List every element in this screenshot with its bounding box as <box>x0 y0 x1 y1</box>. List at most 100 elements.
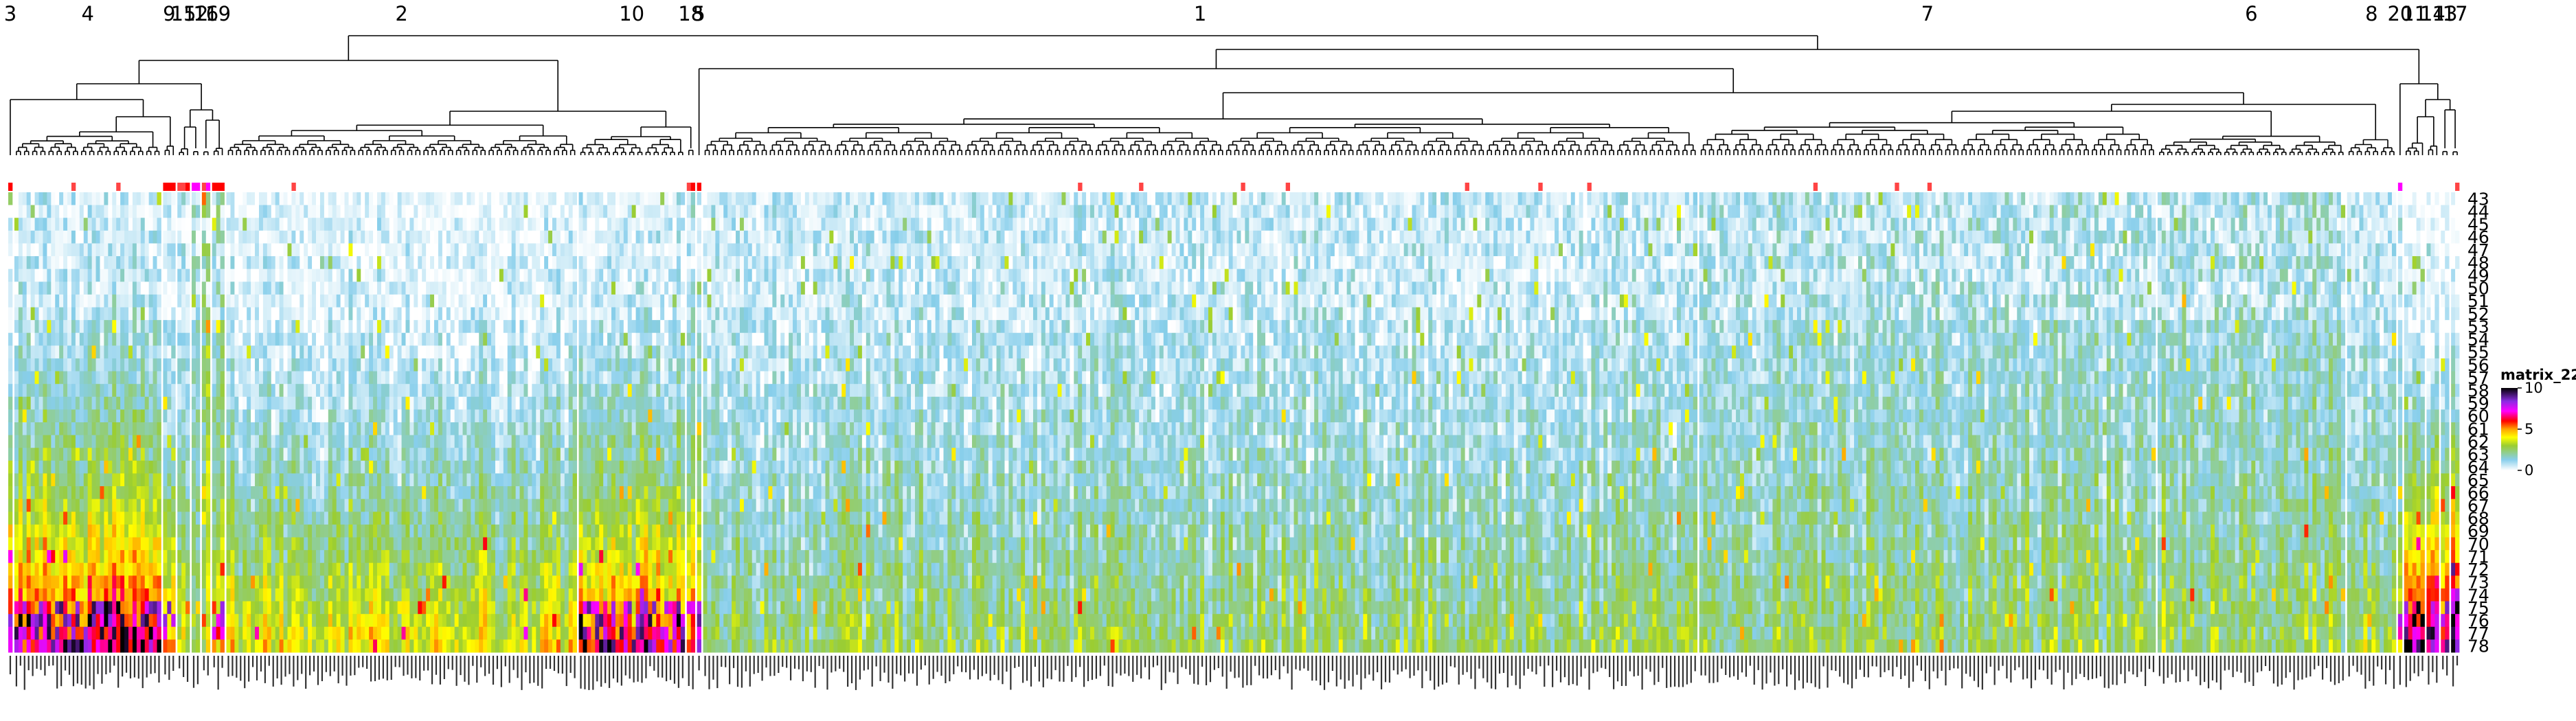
heatmap-cell <box>332 448 337 461</box>
heatmap-cell <box>30 473 35 487</box>
heatmap-cell <box>295 345 300 359</box>
heatmap-cell <box>312 282 317 295</box>
heatmap-cell <box>67 332 72 346</box>
heatmap-cell <box>251 243 256 257</box>
heatmap-cell <box>328 243 333 257</box>
heatmap-cell <box>340 282 345 295</box>
heatmap-cell <box>348 448 353 461</box>
heatmap-cell <box>283 409 288 423</box>
heatmap-cell <box>212 409 217 423</box>
heatmap-cell <box>87 537 93 551</box>
heatmap-cell <box>157 626 161 640</box>
heatmap-cell <box>140 396 146 410</box>
heatmap-cell <box>8 282 13 295</box>
heatmap-cell <box>300 460 304 474</box>
heatmap-cell <box>324 614 329 628</box>
heatmap-cell <box>230 626 235 640</box>
heatmap-cell <box>185 601 190 615</box>
heatmap-cell <box>55 409 60 423</box>
heatmap-cell <box>340 537 345 551</box>
heatmap-cell <box>238 562 243 576</box>
heatmap-cell <box>234 243 239 257</box>
heatmap-cell <box>148 460 153 474</box>
heatmap-cell <box>271 422 276 436</box>
heatmap-cell <box>340 205 345 218</box>
heatmap-cell <box>95 460 100 474</box>
heatmap-cell <box>336 626 341 640</box>
heatmap-cell <box>43 550 47 564</box>
heatmap-cell <box>38 307 43 321</box>
heatmap-cell <box>112 601 117 615</box>
heatmap-cell <box>167 243 172 257</box>
heatmap-cell <box>91 218 96 231</box>
heatmap-cell <box>216 358 221 371</box>
heatmap-cell <box>91 448 96 461</box>
heatmap-cell <box>242 320 247 334</box>
heatmap-cell <box>59 486 64 500</box>
heatmap-cell <box>177 358 182 371</box>
heatmap-cell <box>185 550 190 564</box>
heatmap-cell <box>100 499 104 512</box>
heatmap-cell <box>185 588 190 602</box>
heatmap-cell <box>195 626 201 640</box>
heatmap-cell <box>8 499 13 512</box>
heatmap-cell <box>262 614 268 628</box>
heatmap-cell <box>75 205 80 218</box>
heatmap-cell <box>116 614 121 628</box>
heatmap-cell <box>195 575 201 589</box>
heatmap-cell <box>328 499 333 512</box>
heatmap-cell <box>79 294 84 308</box>
heatmap-cell <box>34 524 39 538</box>
heatmap-cell <box>308 460 313 474</box>
heatmap-cell <box>144 626 150 640</box>
heatmap-cell <box>152 294 157 308</box>
heatmap-cell <box>195 243 201 257</box>
heatmap-cell <box>220 396 225 410</box>
heatmap-cell <box>376 409 382 423</box>
heatmap-cell <box>59 562 64 576</box>
heatmap-cell <box>108 320 113 334</box>
heatmap-cell <box>144 409 150 423</box>
heatmap-cell <box>185 192 190 206</box>
cluster-label: 9 <box>163 2 175 25</box>
heatmap-cell <box>312 448 317 461</box>
heatmap-cell <box>185 473 190 487</box>
heatmap-cell <box>376 282 382 295</box>
heatmap-cell <box>251 332 256 346</box>
heatmap-cell <box>95 626 100 640</box>
heatmap-cell <box>369 294 374 308</box>
heatmap-cell <box>328 384 333 398</box>
heatmap-cell <box>262 588 268 602</box>
heatmap-cell <box>43 562 47 576</box>
heatmap-cell <box>195 512 201 525</box>
heatmap-cell <box>361 256 365 270</box>
heatmap-cell <box>26 422 32 436</box>
heatmap-cell <box>262 448 268 461</box>
heatmap-cell <box>18 486 23 500</box>
heatmap-cell <box>369 448 374 461</box>
heatmap-cell <box>163 460 168 474</box>
heatmap-cell <box>361 473 365 487</box>
heatmap-cell <box>258 512 264 525</box>
heatmap-cell <box>344 512 349 525</box>
heatmap-cell <box>22 588 27 602</box>
heatmap-cell <box>365 345 370 359</box>
heatmap-cell <box>157 192 161 206</box>
heatmap-cell <box>22 409 27 423</box>
heatmap-cell <box>47 230 52 244</box>
heatmap-cell <box>348 512 353 525</box>
heatmap-cell <box>376 537 382 551</box>
heatmap-cell <box>144 422 150 436</box>
heatmap-cell <box>34 422 39 436</box>
heatmap-cell <box>195 384 201 398</box>
heatmap-cell <box>71 230 76 244</box>
heatmap-cell <box>152 524 157 538</box>
heatmap-cell <box>226 294 231 308</box>
heatmap-cell <box>34 614 39 628</box>
heatmap-cell <box>192 486 196 500</box>
heatmap-cell <box>71 320 76 334</box>
heatmap-cell <box>59 371 64 385</box>
heatmap-cell <box>295 218 300 231</box>
heatmap-cell <box>38 626 43 640</box>
heatmap-cell <box>340 499 345 512</box>
